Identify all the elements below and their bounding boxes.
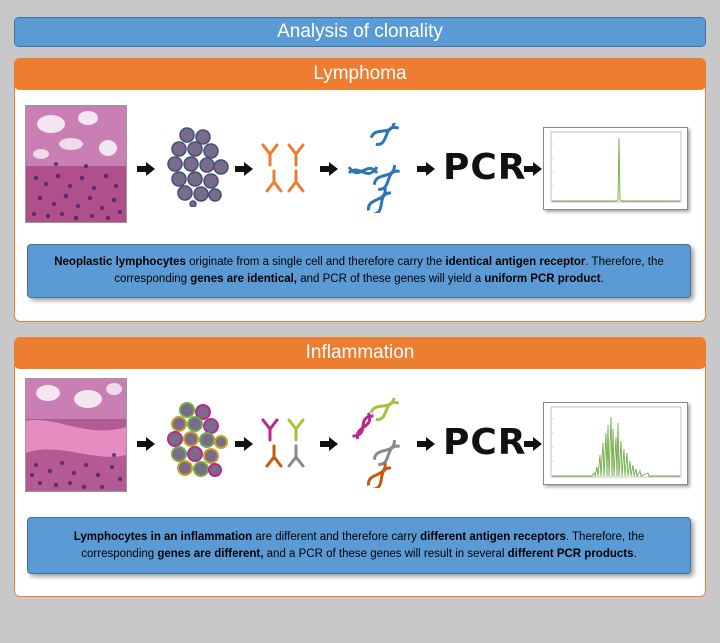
inflammation-histology-image <box>25 378 127 492</box>
pcr-label: PCR <box>443 422 527 463</box>
text-run: . <box>633 547 637 560</box>
antibody-different-icon <box>261 418 305 468</box>
arrow-right-icon <box>235 162 253 176</box>
lymphoma-explanation: Neoplastic lymphocytes originate from a … <box>27 244 691 298</box>
single-peak-chromatogram <box>543 127 688 210</box>
text-run: . Therefore, the corresponding <box>81 530 645 560</box>
inflammation-panel: Inflammation <box>14 337 706 597</box>
arrow-right-icon <box>320 162 338 176</box>
lymphoma-panel-title: Lymphoma <box>14 58 706 90</box>
antibody-identical-icon <box>261 143 305 193</box>
page-title: Analysis of clonality <box>14 17 706 47</box>
inflammation-explanation: Lymphocytes in an inflammation are diffe… <box>27 517 691 574</box>
bold-text-run: genes are different, <box>157 547 264 560</box>
arrow-right-icon <box>320 437 338 451</box>
bold-text-run: uniform PCR product <box>484 273 601 285</box>
arrow-right-icon <box>235 437 253 451</box>
polyclonal-cells-icon <box>167 402 228 477</box>
lymphoma-panel: Lymphoma <box>14 58 706 322</box>
multi-peak-chromatogram <box>543 402 688 485</box>
dna-different-icon <box>352 398 400 488</box>
pcr-label: PCR <box>443 147 527 188</box>
lymphoma-histology-image <box>25 105 127 223</box>
arrow-right-icon <box>524 162 542 176</box>
inflammation-panel-title: Inflammation <box>14 337 706 369</box>
text-run: . <box>600 273 604 285</box>
bold-text-run: genes are identical, <box>190 273 298 285</box>
arrow-right-icon <box>417 437 435 451</box>
bold-text-run: different antigen receptors <box>420 530 566 543</box>
text-run: and PCR of these genes will yield a <box>297 273 485 285</box>
text-run: are different and therefore carry <box>252 530 421 543</box>
arrow-right-icon <box>137 162 155 176</box>
arrow-right-icon <box>417 162 435 176</box>
dna-identical-icon <box>347 123 400 213</box>
monoclonal-cells-icon <box>167 127 229 207</box>
arrow-right-icon <box>524 437 542 451</box>
text-run: . Therefore, the corresponding <box>114 256 664 285</box>
bold-text-run: different PCR products <box>507 547 634 560</box>
bold-text-run: Lymphocytes in an inflammation <box>73 530 253 543</box>
inflammation-explanation-text: Lymphocytes in an inflammation are diffe… <box>38 529 680 563</box>
text-run: originate from a single cell and therefo… <box>185 256 446 268</box>
text-run: and a PCR of these genes will result in … <box>263 547 508 560</box>
lymphoma-explanation-text: Neoplastic lymphocytes originate from a … <box>38 254 680 288</box>
arrow-right-icon <box>137 437 155 451</box>
bold-text-run: identical antigen receptor <box>445 256 586 268</box>
bold-text-run: Neoplastic lymphocytes <box>54 256 186 268</box>
